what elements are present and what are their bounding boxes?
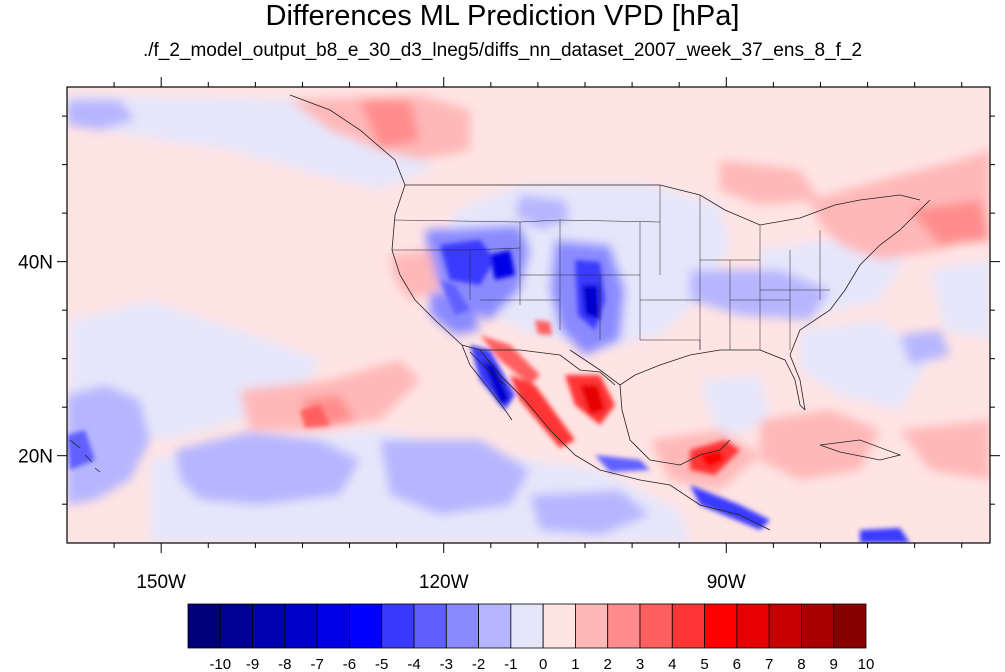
colorbar-label: 9	[830, 656, 838, 672]
colorbar-swatch	[801, 603, 835, 649]
colorbar-swatch	[510, 603, 544, 649]
colorbar-label: -2	[472, 656, 485, 672]
colorbar-swatch	[736, 603, 770, 649]
colorbar-label: 5	[700, 656, 708, 672]
colorbar-label: -6	[343, 656, 356, 672]
colorbar-swatch	[607, 603, 641, 649]
colorbar-swatch	[704, 603, 738, 649]
state-lines	[392, 185, 830, 350]
figure-subtitle: ./f_2_model_output_b8_e_30_d3_lneg5/diff…	[142, 40, 863, 61]
colorbar-label: -8	[278, 656, 291, 672]
colorbar-label: -5	[375, 656, 388, 672]
colorbar-label: 1	[571, 656, 579, 672]
colorbar-swatch	[252, 603, 286, 649]
map-boundaries	[69, 94, 931, 531]
colorbar-label: -3	[440, 656, 453, 672]
figure-title: Differences ML Prediction VPD [hPa]	[265, 0, 740, 32]
colorbar-label: -7	[310, 656, 323, 672]
colorbar-label: 10	[858, 656, 875, 672]
colorbar-label: 8	[797, 656, 805, 672]
lat-tick-label: 40N	[18, 253, 53, 274]
colorbar-label: -4	[407, 656, 420, 672]
colorbar-swatch	[833, 603, 867, 649]
colorbar-swatch	[542, 603, 576, 649]
colorbar-label: -9	[246, 656, 259, 672]
colorbar-swatch	[187, 603, 221, 649]
colorbar: -10 -9 -8 -7 -6 -5 -4 -3 -2 -1 0 1 2 3 4 5 6 7 8 9 10	[187, 603, 875, 672]
cuba	[819, 439, 902, 461]
colorbar-swatch	[413, 603, 447, 649]
baja-california	[461, 344, 513, 421]
colorbar-label: 6	[733, 656, 741, 672]
colorbar-label: 0	[539, 656, 547, 672]
lon-tick-label: 120W	[419, 572, 469, 593]
colorbar-swatch	[639, 603, 673, 649]
colorbar-swatch	[768, 603, 802, 649]
lon-tick-label: 150W	[136, 572, 186, 593]
lat-tick-label: 20N	[18, 447, 53, 468]
us-canada-border	[405, 184, 921, 226]
colorbar-swatch	[671, 603, 705, 649]
us-mexico-border	[480, 349, 616, 386]
colorbar-label: -1	[504, 656, 517, 672]
gulf-coast	[569, 349, 806, 411]
colorbar-swatch	[284, 603, 318, 649]
mexico-pacific-coast	[479, 349, 771, 531]
mexico-gulf-coast	[619, 384, 731, 466]
colorbar-swatch	[349, 603, 383, 649]
map-frame	[66, 86, 991, 544]
colorbar-label: 7	[765, 656, 773, 672]
colorbar-swatch	[478, 603, 512, 649]
map-ticks	[57, 77, 1000, 553]
colorbar-label: -10	[209, 656, 231, 672]
colorbar-swatch	[445, 603, 479, 649]
map-tick-labels: 150W 120W 90W 40N 20N	[18, 253, 746, 593]
canada-coast	[289, 94, 406, 186]
hawaii	[69, 439, 101, 473]
colorbar-swatch	[381, 603, 415, 649]
vpd-difference-field	[67, 87, 990, 543]
colorbar-swatch	[219, 603, 253, 649]
colorbar-swatch	[575, 603, 609, 649]
colorbar-swatch	[316, 603, 350, 649]
colorbar-label: 2	[604, 656, 612, 672]
east-coast	[789, 199, 931, 411]
colorbar-label: 4	[668, 656, 676, 672]
west-coast	[391, 184, 481, 351]
colorbar-label: 3	[636, 656, 644, 672]
lon-tick-label: 90W	[707, 572, 746, 593]
